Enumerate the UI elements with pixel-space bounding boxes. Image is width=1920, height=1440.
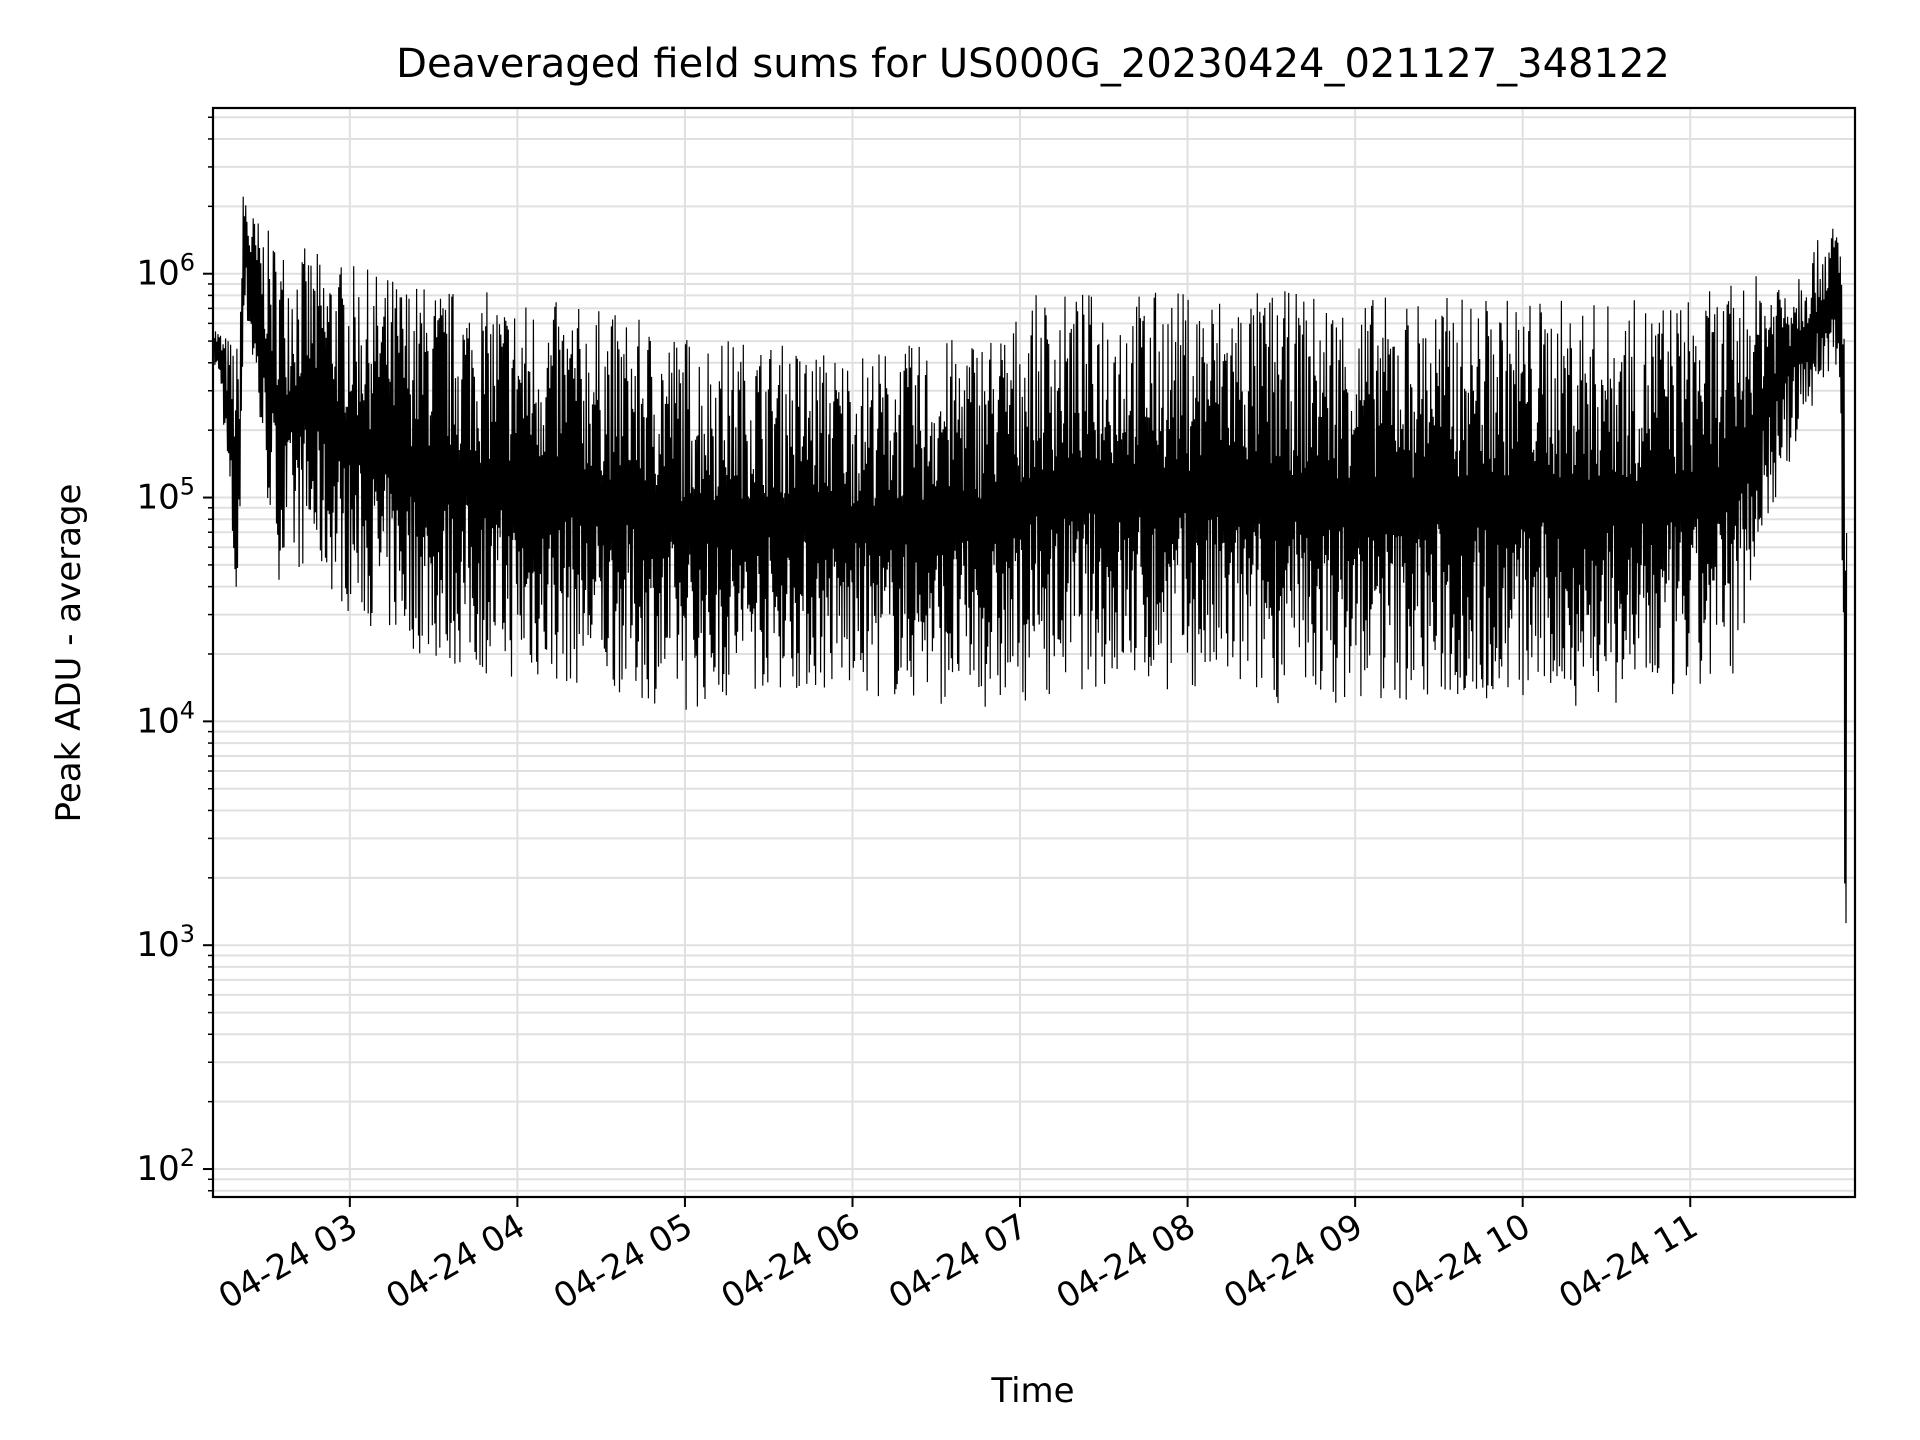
y-tick-label: 103 <box>136 920 195 965</box>
series-line <box>212 196 1848 924</box>
y-tick-label: 106 <box>136 249 195 294</box>
y-tick-label: 102 <box>136 1144 195 1189</box>
x-axis-label: Time <box>990 1371 1074 1411</box>
y-axis-ticks: 102 103 104 105 106 <box>136 116 213 1192</box>
y-tick-label: 104 <box>136 696 195 741</box>
y-tick-label: 105 <box>136 473 195 518</box>
series-layer <box>212 196 1848 924</box>
plot-frame <box>211 106 1857 1199</box>
chart-title: Deaveraged field sums for US000G_2023042… <box>396 41 1670 87</box>
y-axis-label: Peak ADU - average <box>49 484 89 823</box>
